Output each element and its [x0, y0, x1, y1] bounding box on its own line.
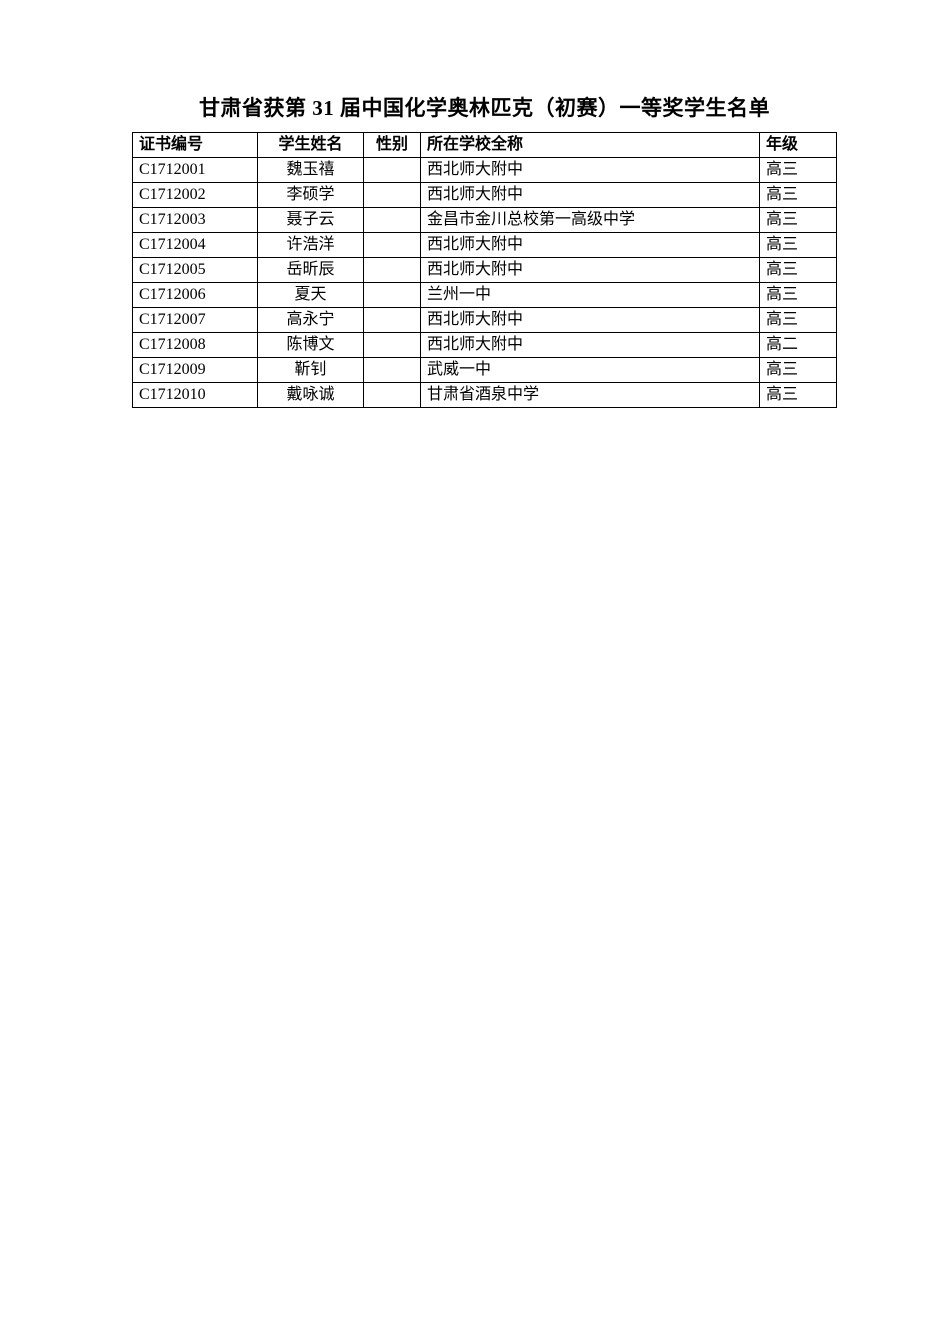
cell-id: C1712004: [133, 233, 258, 258]
table-row: C1712005 岳昕辰 西北师大附中 高三: [133, 258, 837, 283]
cell-school: 武威一中: [421, 358, 760, 383]
cell-name: 许浩洋: [258, 233, 364, 258]
cell-name: 李硕学: [258, 183, 364, 208]
page-title: 甘肃省获第 31 届中国化学奥林匹克（初赛）一等奖学生名单: [132, 92, 837, 122]
column-header-school: 所在学校全称: [421, 133, 760, 158]
cell-school: 西北师大附中: [421, 233, 760, 258]
cell-grade: 高二: [760, 333, 837, 358]
column-header-gender: 性别: [364, 133, 421, 158]
cell-id: C1712001: [133, 158, 258, 183]
cell-id: C1712009: [133, 358, 258, 383]
cell-gender: [364, 283, 421, 308]
cell-name: 戴咏诚: [258, 383, 364, 408]
table-row: C1712007 高永宁 西北师大附中 高三: [133, 308, 837, 333]
cell-id: C1712005: [133, 258, 258, 283]
cell-gender: [364, 208, 421, 233]
cell-id: C1712002: [133, 183, 258, 208]
cell-name: 靳钊: [258, 358, 364, 383]
cell-school: 金昌市金川总校第一高级中学: [421, 208, 760, 233]
column-header-id: 证书编号: [133, 133, 258, 158]
table-row: C1712009 靳钊 武威一中 高三: [133, 358, 837, 383]
table-body: C1712001 魏玉禧 西北师大附中 高三 C1712002 李硕学 西北师大…: [133, 158, 837, 408]
cell-grade: 高三: [760, 258, 837, 283]
column-header-grade: 年级: [760, 133, 837, 158]
cell-name: 岳昕辰: [258, 258, 364, 283]
cell-gender: [364, 383, 421, 408]
table-row: C1712010 戴咏诚 甘肃省酒泉中学 高三: [133, 383, 837, 408]
cell-grade: 高三: [760, 358, 837, 383]
cell-name: 夏天: [258, 283, 364, 308]
cell-name: 聂子云: [258, 208, 364, 233]
cell-grade: 高三: [760, 233, 837, 258]
table-row: C1712002 李硕学 西北师大附中 高三: [133, 183, 837, 208]
cell-gender: [364, 233, 421, 258]
awardees-table: 证书编号 学生姓名 性别 所在学校全称 年级 C1712001 魏玉禧 西北师大…: [132, 132, 837, 408]
cell-gender: [364, 333, 421, 358]
table-row: C1712004 许浩洋 西北师大附中 高三: [133, 233, 837, 258]
cell-name: 高永宁: [258, 308, 364, 333]
cell-gender: [364, 183, 421, 208]
cell-gender: [364, 308, 421, 333]
cell-school: 甘肃省酒泉中学: [421, 383, 760, 408]
cell-id: C1712006: [133, 283, 258, 308]
cell-grade: 高三: [760, 208, 837, 233]
cell-grade: 高三: [760, 183, 837, 208]
cell-school: 西北师大附中: [421, 158, 760, 183]
table-row: C1712008 陈博文 西北师大附中 高二: [133, 333, 837, 358]
cell-id: C1712007: [133, 308, 258, 333]
cell-grade: 高三: [760, 383, 837, 408]
table-header-row: 证书编号 学生姓名 性别 所在学校全称 年级: [133, 133, 837, 158]
cell-gender: [364, 158, 421, 183]
cell-name: 陈博文: [258, 333, 364, 358]
cell-grade: 高三: [760, 283, 837, 308]
cell-gender: [364, 258, 421, 283]
cell-school: 兰州一中: [421, 283, 760, 308]
document-page: 甘肃省获第 31 届中国化学奥林匹克（初赛）一等奖学生名单 证书编号 学生姓名 …: [0, 0, 945, 408]
cell-id: C1712008: [133, 333, 258, 358]
cell-school: 西北师大附中: [421, 333, 760, 358]
table-row: C1712006 夏天 兰州一中 高三: [133, 283, 837, 308]
column-header-name: 学生姓名: [258, 133, 364, 158]
cell-id: C1712003: [133, 208, 258, 233]
cell-grade: 高三: [760, 308, 837, 333]
cell-id: C1712010: [133, 383, 258, 408]
cell-school: 西北师大附中: [421, 258, 760, 283]
cell-grade: 高三: [760, 158, 837, 183]
table-row: C1712003 聂子云 金昌市金川总校第一高级中学 高三: [133, 208, 837, 233]
cell-school: 西北师大附中: [421, 183, 760, 208]
cell-school: 西北师大附中: [421, 308, 760, 333]
table-row: C1712001 魏玉禧 西北师大附中 高三: [133, 158, 837, 183]
cell-name: 魏玉禧: [258, 158, 364, 183]
cell-gender: [364, 358, 421, 383]
